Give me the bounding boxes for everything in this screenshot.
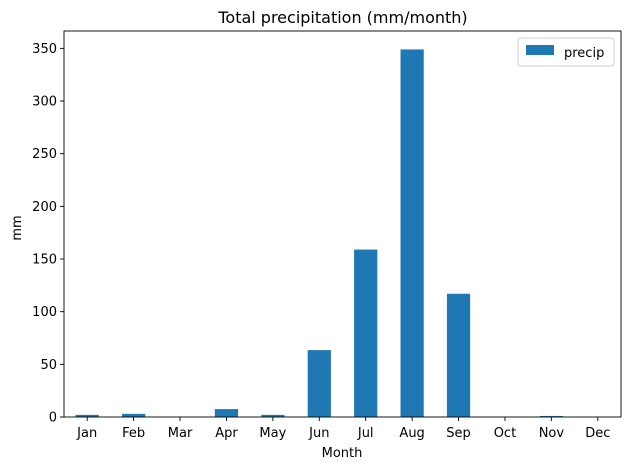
x-tick-label-jan: Jan bbox=[76, 426, 97, 441]
legend-label: precip bbox=[564, 46, 604, 61]
x-tick-label-feb: Feb bbox=[122, 426, 145, 441]
y-tick-label: 300 bbox=[32, 95, 57, 110]
y-axis-label: mm bbox=[10, 215, 25, 240]
x-tick-label-may: May bbox=[259, 426, 286, 441]
x-tick-label-dec: Dec bbox=[585, 426, 610, 441]
x-axis: Jan Feb Mar Apr May Jun Jul Aug Sep Oct Nov Dec bbox=[76, 417, 610, 441]
bar-apr bbox=[214, 409, 239, 417]
x-tick-label-sep: Sep bbox=[446, 426, 471, 441]
y-tick-label: 200 bbox=[32, 200, 57, 215]
x-tick-label-oct: Oct bbox=[494, 426, 516, 441]
legend: precip bbox=[517, 37, 615, 67]
x-tick-label-jun: Jun bbox=[308, 426, 329, 441]
bar-jun bbox=[307, 350, 331, 417]
plot-frame bbox=[63, 30, 622, 418]
y-tick-label: 100 bbox=[32, 305, 57, 320]
bar-jan bbox=[75, 414, 99, 417]
y-tick-label: 150 bbox=[32, 253, 57, 268]
y-tick-label: 350 bbox=[32, 42, 57, 57]
bar-sep bbox=[446, 293, 471, 417]
bar-feb bbox=[122, 413, 146, 417]
bar-may bbox=[261, 414, 285, 417]
x-tick-label-aug: Aug bbox=[399, 426, 424, 441]
x-axis-label: Month bbox=[322, 446, 363, 461]
x-tick-label-jul: Jul bbox=[357, 426, 374, 441]
chart-title: Total precipitation (mm/month) bbox=[217, 8, 467, 27]
y-axis: 0 50 100 150 200 250 300 350 bbox=[32, 42, 64, 426]
x-tick-label-apr: Apr bbox=[215, 426, 238, 441]
y-tick-label: 250 bbox=[32, 147, 57, 162]
bar-jul bbox=[354, 249, 378, 417]
bars-group bbox=[75, 49, 563, 418]
x-tick-label-mar: Mar bbox=[168, 426, 193, 441]
y-tick-label: 50 bbox=[40, 358, 57, 373]
bar-nov bbox=[539, 415, 563, 417]
y-tick-label: 0 bbox=[49, 411, 57, 426]
x-tick-label-nov: Nov bbox=[539, 426, 565, 441]
legend-swatch bbox=[526, 45, 554, 55]
bar-aug bbox=[400, 49, 424, 418]
